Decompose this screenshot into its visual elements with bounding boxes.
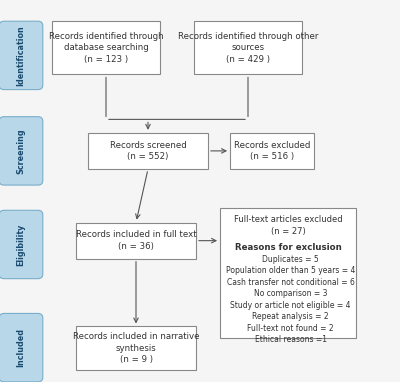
Text: (n = 123 ): (n = 123 ) [84, 55, 128, 64]
Text: (n = 552): (n = 552) [127, 152, 169, 161]
FancyBboxPatch shape [0, 313, 43, 382]
Text: sources: sources [232, 43, 264, 52]
Text: (n = 36): (n = 36) [118, 242, 154, 251]
FancyBboxPatch shape [194, 21, 302, 74]
Text: Records included in narrative: Records included in narrative [73, 332, 199, 342]
Text: Ethical reasons =1: Ethical reasons =1 [255, 335, 327, 344]
FancyBboxPatch shape [230, 133, 314, 169]
Text: Records identified through: Records identified through [49, 32, 163, 41]
Text: Records identified through other: Records identified through other [178, 32, 318, 41]
Text: synthesis: synthesis [116, 344, 156, 353]
Text: Population older than 5 years = 4: Population older than 5 years = 4 [226, 266, 356, 275]
FancyBboxPatch shape [0, 21, 43, 89]
Text: Included: Included [16, 328, 26, 367]
FancyBboxPatch shape [0, 210, 43, 279]
Text: database searching: database searching [64, 43, 148, 52]
Text: (n = 429 ): (n = 429 ) [226, 55, 270, 64]
Text: Duplicates = 5: Duplicates = 5 [262, 255, 319, 264]
Text: Repeat analysis = 2: Repeat analysis = 2 [252, 312, 329, 321]
Text: Cash transfer not conditional = 6: Cash transfer not conditional = 6 [227, 278, 355, 287]
FancyBboxPatch shape [52, 21, 160, 74]
FancyBboxPatch shape [88, 133, 208, 169]
Text: Records screened: Records screened [110, 141, 186, 150]
Text: Identification: Identification [16, 25, 26, 86]
Text: Study or article not eligible = 4: Study or article not eligible = 4 [230, 301, 351, 310]
Text: Records included in full text: Records included in full text [76, 230, 196, 240]
FancyBboxPatch shape [76, 326, 196, 371]
Text: Reasons for exclusion: Reasons for exclusion [235, 243, 341, 252]
Text: No comparison = 3: No comparison = 3 [254, 289, 328, 298]
Text: Records excluded: Records excluded [234, 141, 310, 150]
Text: (n = 9 ): (n = 9 ) [120, 355, 152, 364]
Text: Eligibility: Eligibility [16, 223, 26, 265]
Text: Screening: Screening [16, 128, 26, 174]
FancyBboxPatch shape [0, 117, 43, 185]
Text: Full-text not found = 2: Full-text not found = 2 [248, 324, 334, 333]
Text: Full-text articles excluded: Full-text articles excluded [234, 215, 342, 224]
FancyBboxPatch shape [76, 222, 196, 259]
Text: (n = 516 ): (n = 516 ) [250, 152, 294, 161]
Text: (n = 27): (n = 27) [271, 227, 305, 236]
FancyBboxPatch shape [220, 208, 356, 338]
